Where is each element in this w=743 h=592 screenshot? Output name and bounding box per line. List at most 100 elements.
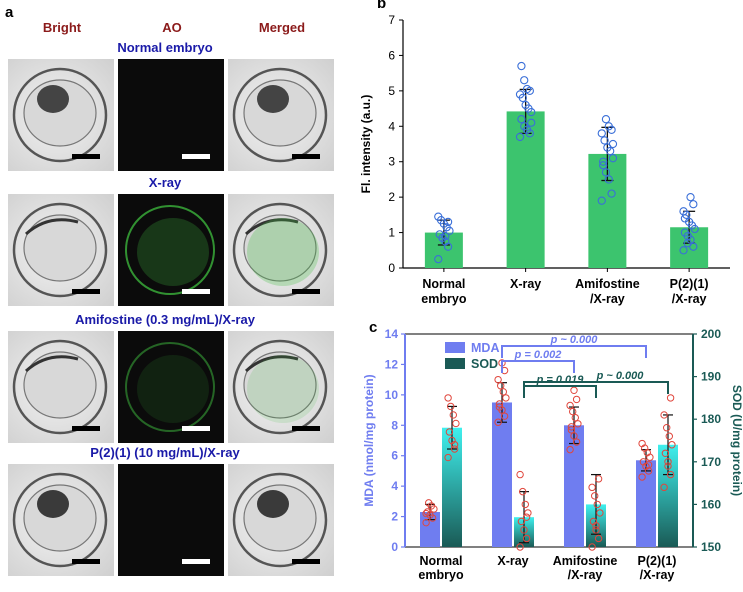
data-point	[666, 470, 675, 479]
y-tick-label: 4	[388, 119, 395, 133]
bar	[506, 111, 545, 268]
column-header-merged: Merged	[258, 20, 306, 35]
x-tick-label: embryo	[418, 568, 464, 582]
y-right-tick-label: 170	[701, 455, 721, 469]
data-point	[452, 419, 460, 428]
yolk-sac	[243, 351, 317, 419]
y-right-tick-label: 180	[701, 412, 721, 426]
data-point	[597, 196, 606, 205]
scale-bar	[72, 426, 100, 431]
data-point	[517, 61, 526, 71]
embryo-chorion	[12, 339, 108, 435]
sod-bar	[442, 427, 462, 547]
micrograph-merged-2	[228, 331, 334, 443]
embryo-image	[232, 202, 328, 298]
data-point	[604, 122, 613, 131]
data-point	[599, 161, 608, 170]
panel-b-letter: b	[377, 0, 386, 12]
embryo-chorion	[232, 67, 328, 163]
y-left-tick-label: 0	[391, 540, 398, 554]
y-left-tick-label: 4	[391, 479, 398, 493]
x-tick-label: X-ray	[497, 554, 528, 568]
data-point	[601, 168, 611, 177]
data-point	[524, 509, 532, 517]
p-value-label: p = 0.002	[514, 349, 562, 361]
embryo-body	[244, 355, 299, 373]
data-point	[522, 513, 531, 521]
column-header-bright: Bright	[42, 20, 82, 35]
data-point	[604, 175, 613, 184]
y-tick-label: 6	[388, 48, 395, 62]
y-tick-label: 1	[388, 226, 395, 240]
data-point	[660, 483, 668, 492]
scale-bar	[182, 559, 210, 564]
data-point	[521, 500, 530, 509]
data-point	[569, 407, 577, 416]
embryo-image	[125, 205, 215, 295]
data-point	[515, 90, 525, 99]
scale-bar	[292, 559, 320, 564]
y-axis-label: Fl. intensity (a.u.)	[359, 95, 373, 194]
y-left-tick-label: 2	[391, 510, 398, 524]
data-point	[666, 394, 675, 402]
y-tick-label: 3	[388, 155, 395, 169]
embryo-chorion	[12, 67, 108, 163]
data-point	[566, 445, 574, 454]
y-tick-label: 0	[388, 261, 395, 275]
scale-bar	[72, 289, 100, 294]
row-label-0: Normal embryo	[117, 40, 213, 55]
embryo-image	[12, 339, 108, 435]
data-point	[592, 526, 600, 534]
embryo-eye	[37, 490, 69, 518]
yolk-sac	[23, 214, 97, 282]
p-value-label: p ~ 0.000	[550, 334, 599, 346]
significance-bracket	[523, 381, 669, 394]
embryo-chorion	[12, 472, 108, 568]
data-point	[686, 192, 695, 202]
data-point	[588, 483, 596, 492]
data-point	[591, 492, 599, 500]
data-point	[450, 445, 459, 453]
data-point	[644, 461, 653, 469]
x-tick-label: Normal	[419, 554, 462, 568]
data-point	[594, 475, 603, 483]
y-left-tick-label: 8	[391, 418, 398, 432]
data-point	[502, 394, 510, 402]
embryo-body	[24, 355, 79, 373]
embryo-image	[125, 342, 215, 432]
data-point	[516, 543, 524, 551]
micrograph-merged-3	[228, 464, 334, 576]
data-point	[594, 534, 603, 543]
data-point	[597, 129, 606, 138]
x-tick-label: Amifostine	[575, 277, 640, 291]
data-point	[515, 132, 525, 142]
significance-bracket	[501, 360, 575, 373]
data-point	[608, 139, 618, 149]
row-label-1: X-ray	[148, 175, 182, 190]
x-tick-label: P(2)(1)	[670, 277, 709, 291]
x-tick-label: P(2)(1)	[638, 554, 677, 568]
data-point	[574, 420, 582, 428]
x-tick-label: embryo	[421, 292, 467, 306]
y-right-tick-label: 190	[701, 370, 721, 384]
yolk-sac	[243, 214, 317, 282]
row-label-3: P(2)(1) (10 mg/mL)/X-ray	[90, 445, 240, 460]
data-point	[567, 423, 576, 431]
data-point	[494, 375, 502, 384]
data-point	[435, 230, 444, 239]
chart-mda-sod: c 0 2 4 6 8 10 12 14 150 160 170 180 190 200 MDA (nmol/…	[362, 319, 743, 582]
y-left-tick-label: 12	[385, 357, 399, 371]
data-point	[664, 458, 672, 466]
scale-bar	[292, 426, 320, 431]
data-point	[495, 400, 504, 408]
embryo-image	[12, 202, 108, 298]
data-point	[680, 214, 690, 223]
data-point	[434, 254, 443, 264]
data-point	[689, 200, 698, 209]
x-tick-label: /X-ray	[672, 292, 707, 306]
embryo-outline	[125, 205, 215, 295]
data-point	[661, 449, 670, 457]
data-point	[571, 413, 580, 422]
data-point	[520, 122, 529, 131]
data-point	[449, 411, 458, 419]
